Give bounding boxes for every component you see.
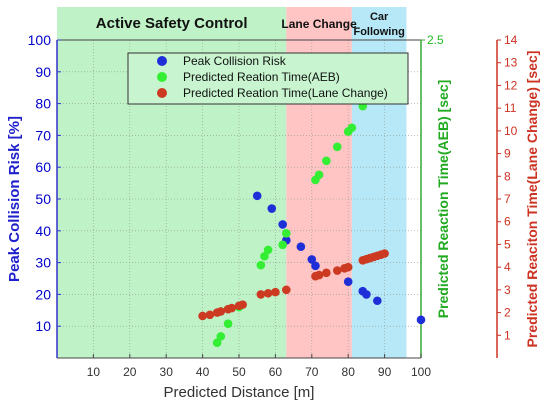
point-predicted-reation-time-aeb-14 — [347, 123, 357, 133]
point-predicted-reation-time-aeb-8 — [282, 229, 291, 238]
point-predicted-reation-time-aeb-11 — [322, 156, 331, 166]
region-label-lane-change: Lane Change — [281, 17, 357, 31]
y-left-axis-label: Peak Collision Risk [%] — [6, 116, 23, 282]
point-predicted-reation-time-aeb-2 — [223, 319, 233, 328]
y-left-tick-label-70: 70 — [35, 127, 51, 143]
point-peak-collision-risk-2 — [278, 220, 287, 229]
point-peak-collision-risk-6 — [311, 261, 320, 271]
y-left-tick-label-30: 30 — [35, 255, 51, 271]
point-predicted-reation-time-lane-change-8 — [256, 290, 266, 299]
point-predicted-reation-time-lane-change-13 — [314, 270, 324, 280]
x-tick-label-40: 40 — [196, 365, 210, 379]
point-peak-collision-risk-7 — [343, 277, 353, 286]
y-left-tick-label-60: 60 — [35, 159, 51, 175]
point-predicted-reation-time-lane-change-17 — [343, 262, 353, 272]
legend-marker-reaction-time-lane-change — [157, 88, 167, 98]
x-tick-label-60: 60 — [269, 365, 283, 379]
point-peak-collision-risk-5 — [307, 255, 317, 264]
point-predicted-reation-time-lane-change-15 — [332, 266, 342, 275]
y-left-tick-label-100: 100 — [28, 32, 52, 48]
point-peak-collision-risk-10 — [373, 296, 382, 306]
legend-label-reaction-time-aeb: Predicted Reation Time(AEB) — [183, 70, 340, 84]
y-right-lane-change-tick-label-12: 12 — [504, 78, 518, 92]
x-tick-label-20: 20 — [123, 365, 137, 379]
y-right-lane-change-tick-label-3: 3 — [504, 283, 511, 297]
point-predicted-reation-time-aeb-5 — [260, 251, 269, 261]
point-predicted-reation-time-lane-change-3 — [216, 307, 226, 316]
point-predicted-reation-time-lane-change-1 — [205, 310, 215, 320]
y-right-lane-change-tick-label-2: 2 — [504, 306, 511, 320]
y-left-axis-ticks: 10 20 30 40 50 60 70 80 90 100 — [28, 32, 61, 334]
point-predicted-reation-time-aeb-12 — [332, 142, 342, 152]
point-predicted-reation-time-lane-change-9 — [263, 288, 273, 298]
y-right-lane-change-tick-label-11: 11 — [504, 101, 517, 115]
region-label-car-following-line1: Car — [370, 11, 389, 23]
point-predicted-reation-time-lane-change-14 — [322, 268, 331, 278]
point-predicted-reation-time-lane-change-5 — [227, 303, 237, 313]
legend-marker-reaction-time-aeb — [157, 72, 167, 82]
y-left-tick-label-40: 40 — [35, 223, 51, 239]
y-left-tick-label-20: 20 — [35, 286, 51, 302]
x-axis-ticks: 10 20 30 40 50 60 70 80 90 100 — [87, 354, 431, 379]
y-right-lane-change-tick-label-9: 9 — [504, 147, 511, 161]
point-peak-collision-risk-0 — [252, 191, 262, 201]
x-axis-label: Predicted Distance [m] — [164, 384, 315, 401]
y-right-aeb-axis-ticks: 2.5 — [421, 33, 444, 47]
x-tick-label-70: 70 — [305, 365, 319, 379]
point-predicted-reation-time-lane-change-7 — [238, 300, 247, 309]
y-right-lane-change-tick-label-10: 10 — [504, 124, 518, 138]
point-predicted-reation-time-aeb-1 — [216, 332, 226, 341]
point-predicted-reation-time-lane-change-24 — [380, 249, 389, 258]
y-right-lane-change-tick-label-13: 13 — [504, 56, 518, 70]
y-right-lane-change-tick-label-14: 14 — [504, 33, 518, 47]
series-markers — [198, 101, 426, 348]
y-right-lane-change-tick-label-1: 1 — [504, 328, 511, 342]
point-predicted-reation-time-aeb-4 — [256, 260, 266, 270]
point-predicted-reation-time-lane-change-10 — [271, 287, 280, 297]
y-right-lane-change-tick-label-5: 5 — [504, 237, 511, 251]
legend-label-peak-collision-risk: Peak Collision Risk — [183, 54, 287, 68]
y-right-aeb-axis-label: Predicted Reaction Time(AEB) [sec] — [435, 80, 451, 319]
x-tick-label-90: 90 — [378, 365, 392, 379]
y-right-lane-change-tick-label-7: 7 — [504, 192, 511, 206]
legend-label-reaction-time-lane-change: Predicted Reation Time(Lane Change) — [183, 86, 388, 100]
point-predicted-reation-time-aeb-6 — [263, 245, 273, 255]
region-labels: Active Safety Control Lane Change Car Follo… — [96, 11, 405, 38]
legend-box — [127, 52, 409, 105]
x-tick-label-30: 30 — [160, 365, 174, 379]
region-label-car-following-line2: Following — [353, 26, 404, 38]
region-label-active-safety-control: Active Safety Control — [96, 15, 248, 32]
point-peak-collision-risk-1 — [267, 204, 277, 213]
legend-marker-peak-collision-risk — [157, 56, 167, 66]
y-right-lane-change-tick-label-6: 6 — [504, 215, 511, 229]
y-right-lane-change-tick-label-8: 8 — [504, 169, 511, 183]
point-peak-collision-risk-9 — [362, 290, 371, 299]
point-predicted-reation-time-aeb-10 — [314, 170, 324, 180]
point-predicted-reation-time-aeb-7 — [278, 240, 287, 250]
y-left-tick-label-50: 50 — [35, 191, 51, 207]
x-tick-label-80: 80 — [342, 365, 356, 379]
x-tick-label-10: 10 — [87, 365, 101, 379]
point-predicted-reation-time-aeb-0 — [212, 338, 222, 348]
point-peak-collision-risk-11 — [416, 315, 426, 325]
point-predicted-reation-time-lane-change-11 — [282, 285, 291, 295]
y-right-aeb-tick-label-2.5: 2.5 — [427, 33, 444, 47]
x-tick-label-100: 100 — [411, 365, 431, 379]
y-right-lane-change-tick-label-4: 4 — [504, 260, 511, 274]
point-predicted-reation-time-lane-change-0 — [198, 311, 207, 321]
point-peak-collision-risk-4 — [296, 242, 306, 251]
y-left-tick-label-90: 90 — [35, 64, 51, 80]
y-left-tick-label-10: 10 — [35, 318, 51, 334]
y-right-lane-change-axis-label: Predicted Reaciton Time(Lane Change) [se… — [524, 51, 540, 348]
x-tick-label-50: 50 — [232, 365, 246, 379]
legend: Peak Collision Risk Predicted Reation Ti… — [127, 52, 409, 105]
y-left-tick-label-80: 80 — [35, 96, 51, 112]
